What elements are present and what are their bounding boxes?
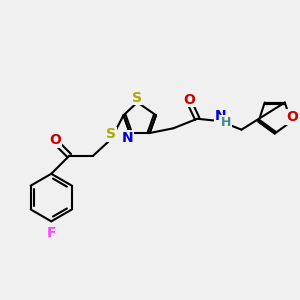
Text: O: O [183, 93, 195, 107]
Text: F: F [46, 226, 56, 240]
Text: N: N [122, 131, 133, 145]
Text: H: H [221, 116, 231, 129]
Text: O: O [49, 133, 61, 147]
Text: O: O [286, 110, 298, 124]
Text: S: S [106, 127, 116, 141]
Text: N: N [214, 110, 226, 123]
Text: S: S [132, 91, 142, 104]
